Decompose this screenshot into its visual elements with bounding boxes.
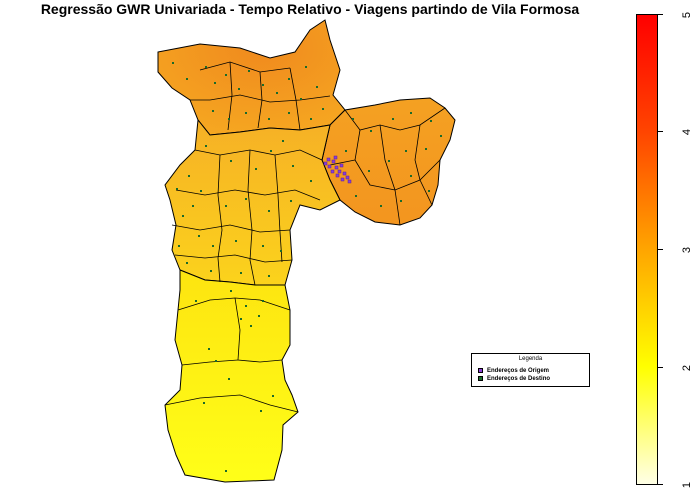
zone-south	[164, 269, 299, 483]
zone-center	[164, 118, 341, 286]
origin-swatch	[478, 367, 483, 373]
legend-item-destination: Endereços de Destino	[478, 375, 550, 383]
legend-item-label: Endereços de Destino	[487, 376, 551, 382]
color-scale-bar	[636, 14, 658, 485]
tick-label-2: 2	[681, 364, 693, 372]
tick-label-1: 1	[681, 481, 693, 489]
origin-points	[323, 155, 352, 184]
color-scale-ticks	[658, 14, 663, 485]
map-legend: Legenda Endereços de Origem Endereços de…	[471, 353, 590, 387]
district-borders	[164, 61, 446, 413]
legend-title: Legenda	[518, 356, 543, 362]
legend-item-origin: Endereços de Origem	[478, 367, 549, 375]
map-title: Regressão GWR Univariada - Tempo Relativ…	[40, 1, 580, 17]
tick-label-4: 4	[681, 128, 693, 136]
tick-label-3: 3	[681, 246, 693, 254]
tick-label-5: 5	[681, 11, 693, 19]
zone-north	[157, 19, 346, 136]
destination-swatch	[478, 375, 483, 381]
choropleth-map	[157, 19, 456, 483]
legend-item-label: Endereços de Origem	[487, 368, 550, 374]
destination-points	[172, 62, 442, 472]
